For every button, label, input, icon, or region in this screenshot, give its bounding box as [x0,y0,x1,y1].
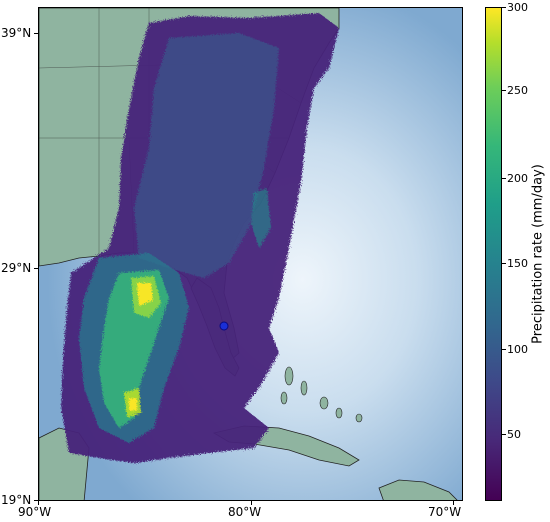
lon-label-70: 70°W [428,505,462,519]
precipitation-field [61,13,339,463]
lon-tick [251,501,252,505]
lon-tick [453,501,454,505]
colorbar-tick-label: 300 [507,1,528,14]
lon-label-80: 80°W [228,505,262,519]
colorbar-tick-label: 50 [507,428,521,441]
colorbar-tick-label: 250 [507,84,528,97]
colorbar-title: Precipitation rate (mm/day) [530,164,546,344]
cb-tick [502,263,506,264]
storm-center-marker [219,321,229,331]
colorbar-tick-label: 200 [507,172,528,185]
lon-tick [38,501,39,505]
cb-tick [502,90,506,91]
map-canvas [39,8,462,500]
cb-tick [502,349,506,350]
precipitation-map [38,7,463,501]
lat-tick [34,268,38,269]
cb-tick [502,7,506,8]
lat-tick [34,33,38,34]
lon-label-90: 90°W [18,505,52,519]
colorbar-tick-label: 150 [507,257,528,270]
cb-tick [502,178,506,179]
lat-tick [34,500,38,501]
hispaniola [378,479,458,500]
bahamas [280,366,363,423]
colorbar-tick-label: 100 [507,343,528,356]
lat-label-29: 29°N [1,261,32,275]
lat-label-19: 19°N [1,493,32,507]
colorbar [485,7,502,501]
cb-tick [502,434,506,435]
lat-label-39: 39°N [1,26,32,40]
